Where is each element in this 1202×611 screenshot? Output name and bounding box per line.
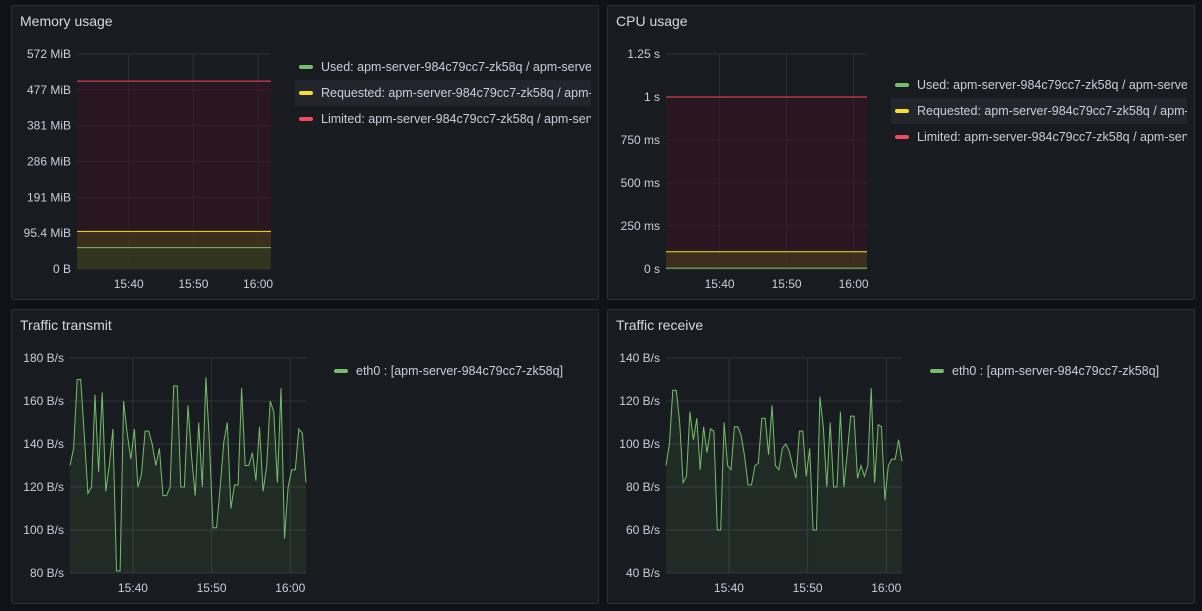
legend-item[interactable]: Limited: apm-server-984c79cc7-zk58q / ap… — [295, 106, 591, 132]
legend: eth0 : [apm-server-984c79cc7-zk58q] — [926, 358, 1188, 384]
y-tick-label: 500 ms — [621, 176, 660, 190]
traffic-transmit-panel: Traffic transmit 80 B/s 100 B/s 120 B/s 140… — [11, 309, 599, 604]
x-tick-label: 16:00 — [839, 277, 869, 291]
y-tick-label: 1.25 s — [627, 47, 660, 61]
legend-label: Limited: apm-server-984c79cc7-zk58q / ap… — [321, 112, 591, 126]
panel-title[interactable]: Traffic receive — [616, 317, 704, 333]
legend-swatch-icon — [895, 135, 909, 139]
legend-item[interactable]: Used: apm-server-984c79cc7-zk58q / apm-s… — [891, 72, 1187, 98]
y-tick-label: 250 ms — [621, 219, 660, 233]
traffic-transmit-chart[interactable]: 80 B/s 100 B/s 120 B/s 140 B/s 160 B/s 180 B/… — [12, 310, 322, 605]
legend-swatch-icon — [930, 369, 944, 373]
series-line-eth0[interactable] — [665, 388, 903, 531]
cpu-usage-panel: CPU usage 0 s 250 ms 500 ms 750 ms 1 s 1.25 s… — [607, 5, 1195, 300]
y-tick-label: 477 MiB — [27, 83, 71, 97]
legend-swatch-icon — [299, 65, 313, 69]
legend-item[interactable]: eth0 : [apm-server-984c79cc7-zk58q] — [926, 358, 1188, 384]
legend-label: Requested: apm-server-984c79cc7-zk58q / … — [917, 104, 1187, 118]
traffic-receive-chart[interactable]: 40 B/s 60 B/s 80 B/s 100 B/s 120 B/s 140 B/s 1… — [608, 310, 918, 605]
y-tick-label: 286 MiB — [27, 155, 71, 169]
x-tick-label: 15:50 — [197, 581, 227, 595]
x-tick-label: 15:40 — [714, 581, 744, 595]
x-tick-label: 15:40 — [118, 581, 148, 595]
memory-usage-panel: Memory usage 0 B 95.4 MiB 191 MiB 286 MiB 38… — [11, 5, 599, 300]
y-tick-label: 40 B/s — [626, 566, 660, 580]
y-tick-label: 80 B/s — [30, 566, 64, 580]
y-tick-label: 100 B/s — [619, 437, 660, 451]
y-tick-label: 0 B — [53, 262, 71, 276]
y-tick-label: 160 B/s — [23, 394, 64, 408]
legend-label: Used: apm-server-984c79cc7-zk58q / apm-s… — [321, 60, 591, 74]
legend-item[interactable]: eth0 : [apm-server-984c79cc7-zk58q] — [330, 358, 592, 384]
y-tick-label: 120 B/s — [23, 480, 64, 494]
panel-title[interactable]: Traffic transmit — [20, 317, 112, 333]
legend-item[interactable]: Requested: apm-server-984c79cc7-zk58q / … — [891, 98, 1187, 124]
legend: eth0 : [apm-server-984c79cc7-zk58q] — [330, 358, 592, 384]
series-area-limited — [666, 97, 867, 269]
y-tick-label: 750 ms — [621, 133, 660, 147]
cpu-usage-chart[interactable]: 0 s 250 ms 500 ms 750 ms 1 s 1.25 s 15:40 15:50… — [608, 6, 888, 301]
legend-swatch-icon — [334, 369, 348, 373]
series-area-used — [77, 247, 271, 269]
legend-swatch-icon — [299, 91, 313, 95]
y-tick-label: 1 s — [644, 90, 660, 104]
y-tick-label: 140 B/s — [619, 351, 660, 365]
traffic-receive-panel: Traffic receive 40 B/s 60 B/s 80 B/s 100 B/… — [607, 309, 1195, 604]
legend: Used: apm-server-984c79cc7-zk58q / apm-s… — [891, 72, 1187, 150]
x-tick-label: 15:40 — [114, 277, 144, 291]
x-tick-label: 15:40 — [705, 277, 735, 291]
y-tick-label: 100 B/s — [23, 523, 64, 537]
legend-swatch-icon — [895, 83, 909, 87]
legend-swatch-icon — [299, 117, 313, 121]
series-area-eth0 — [70, 377, 306, 573]
legend-label: eth0 : [apm-server-984c79cc7-zk58q] — [356, 364, 564, 378]
y-tick-label: 572 MiB — [27, 47, 71, 61]
x-tick-label: 15:50 — [793, 581, 823, 595]
y-tick-label: 140 B/s — [23, 437, 64, 451]
panel-title[interactable]: CPU usage — [616, 13, 688, 29]
y-tick-label: 95.4 MiB — [24, 226, 71, 240]
y-tick-label: 180 B/s — [23, 351, 64, 365]
legend-label: eth0 : [apm-server-984c79cc7-zk58q] — [952, 364, 1160, 378]
x-tick-label: 15:50 — [772, 277, 802, 291]
legend-swatch-icon — [895, 109, 909, 113]
x-tick-label: 15:50 — [178, 277, 208, 291]
y-tick-label: 191 MiB — [27, 190, 71, 204]
x-tick-label: 16:00 — [243, 277, 273, 291]
panel-title[interactable]: Memory usage — [20, 13, 113, 29]
legend-item[interactable]: Used: apm-server-984c79cc7-zk58q / apm-s… — [295, 54, 591, 80]
legend: Used: apm-server-984c79cc7-zk58q / apm-s… — [295, 54, 591, 132]
x-tick-label: 16:00 — [275, 581, 305, 595]
y-tick-label: 381 MiB — [27, 119, 71, 133]
legend-item[interactable]: Limited: apm-server-984c79cc7-zk58q / ap… — [891, 124, 1187, 150]
legend-item[interactable]: Requested: apm-server-984c79cc7-zk58q / … — [295, 80, 591, 106]
legend-label: Used: apm-server-984c79cc7-zk58q / apm-s… — [917, 78, 1187, 92]
series-area-requested — [666, 251, 867, 269]
x-tick-label: 16:00 — [871, 581, 901, 595]
memory-usage-chart[interactable]: 0 B 95.4 MiB 191 MiB 286 MiB 381 MiB 477 MiB 5… — [12, 6, 292, 301]
y-tick-label: 60 B/s — [626, 523, 660, 537]
legend-label: Requested: apm-server-984c79cc7-zk58q / … — [321, 86, 591, 100]
y-tick-label: 120 B/s — [619, 394, 660, 408]
series-area-eth0 — [666, 388, 902, 573]
y-tick-label: 0 s — [644, 262, 660, 276]
legend-label: Limited: apm-server-984c79cc7-zk58q / ap… — [917, 130, 1187, 144]
y-tick-label: 80 B/s — [626, 480, 660, 494]
